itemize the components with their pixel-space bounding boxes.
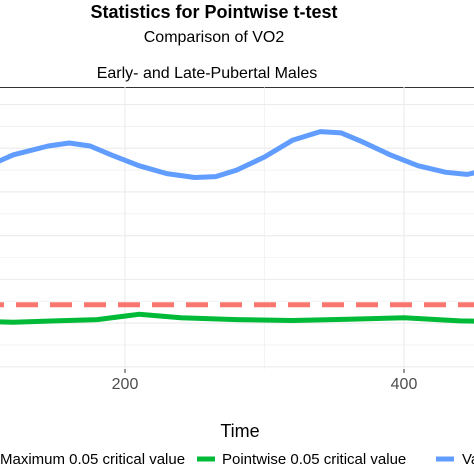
- chart-subtitle-2: Early- and Late-Pubertal Males: [97, 65, 318, 82]
- series-lines: [0, 129, 474, 325]
- legend: Maximum 0.05 critical value Pointwise 0.0…: [0, 451, 474, 468]
- x-axis-ticks: 200400600: [112, 369, 418, 393]
- series-line-2: [0, 311, 474, 325]
- x-tick-label: 400: [391, 376, 418, 393]
- chart-title: Statistics for Pointwise t-test: [90, 2, 337, 22]
- legend-label-2: Pointwise 0.05 critical value: [222, 451, 406, 468]
- chart-titles: Statistics for Pointwise t-test Comparis…: [90, 2, 337, 82]
- x-tick-label: 200: [112, 376, 139, 393]
- plot-panel: [0, 87, 474, 369]
- x-axis-title: Time: [220, 421, 259, 441]
- legend-label-1: Maximum 0.05 critical value: [0, 451, 185, 468]
- legend-label-3: Va: [462, 451, 474, 468]
- series-line-3: [0, 129, 474, 180]
- chart-subtitle: Comparison of VO2: [144, 29, 285, 46]
